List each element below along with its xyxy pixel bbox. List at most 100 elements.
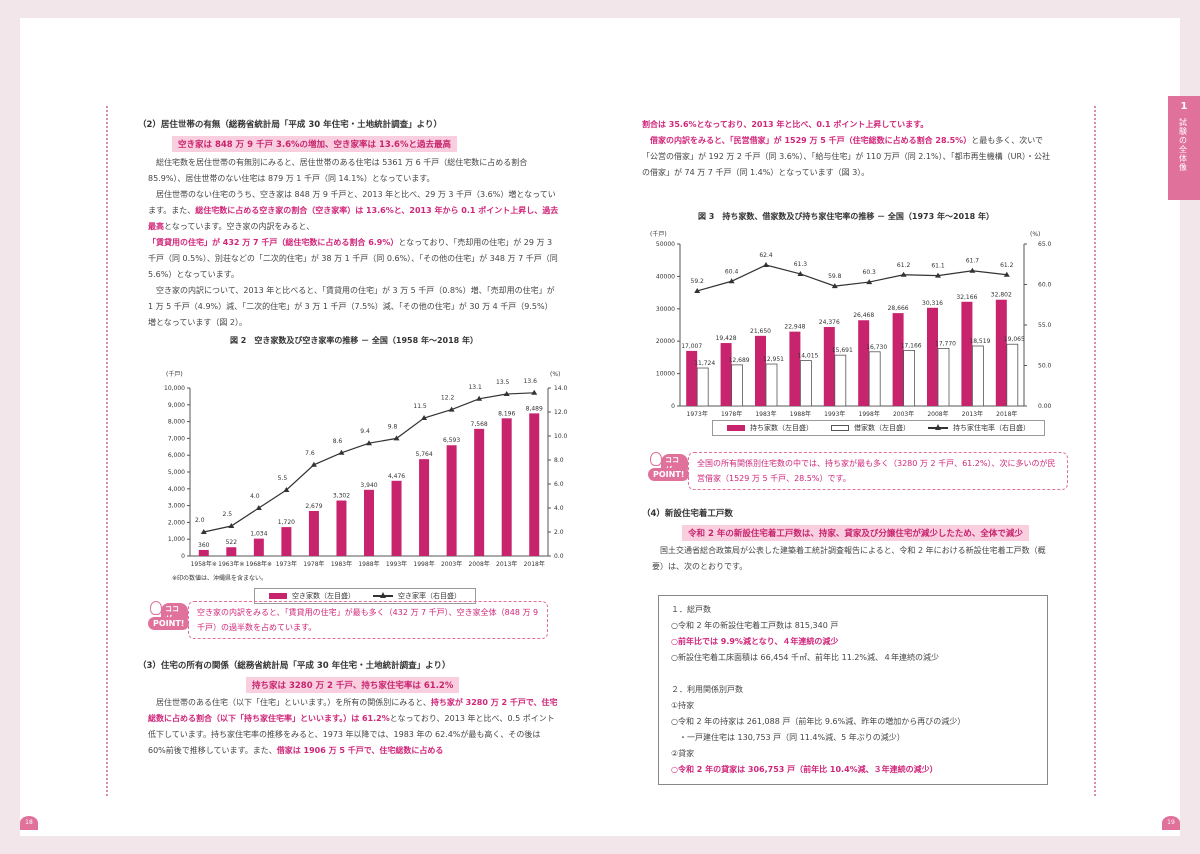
bar-owned xyxy=(961,301,973,406)
y-right-tick-label: 50.0 xyxy=(1038,363,1052,370)
bar-owned-label: 24,376 xyxy=(819,319,840,326)
text-segment: 国土交通省総合政策局が公表した建築着工統計調査報告によると、令和 2 年における… xyxy=(652,546,1046,571)
chapter-tab-label: 試験の全体像 xyxy=(1179,118,1187,172)
bar-owned-label: 21,650 xyxy=(750,328,771,335)
point-callout-1: ココが POINT! 空き家の内訳をみると、「賃貸用の住宅」が最も多く（432 … xyxy=(148,601,568,639)
x-tick-label: 1968年※ xyxy=(246,560,272,568)
right-page: 1 試験の全体像 割合は 35.6%となっており、2013 年と比べ、0.1 ポ… xyxy=(600,18,1200,836)
rate-value-label: 62.4 xyxy=(759,252,773,259)
y-left-unit: (千戸) xyxy=(166,370,183,378)
bar-owned-label: 30,316 xyxy=(922,300,943,307)
fig3-title: 図 3 持ち家数、借家数及び持ち家住宅率の推移 － 全国（1973 年～2018… xyxy=(698,212,995,221)
bar-rented-label: 11,724 xyxy=(694,360,715,367)
bar-value-label: 360 xyxy=(198,542,210,549)
point-icon-bottom-label: POINT! xyxy=(148,617,190,630)
bar-rented-label: 12,951 xyxy=(763,356,784,363)
y-right-unit: (%) xyxy=(550,371,560,378)
rate-value-label: 4.0 xyxy=(250,493,260,500)
bar-vacant-count xyxy=(198,549,209,556)
bar-rented xyxy=(971,345,984,407)
bar-value-label: 5,764 xyxy=(415,451,432,458)
x-tick-label: 1973年 xyxy=(687,410,708,418)
rate-value-label: 61.1 xyxy=(931,263,945,270)
bar-rented xyxy=(731,364,743,407)
y-right-unit: (%) xyxy=(1030,231,1040,238)
text-segment: 割合は 35.6%となっており、2013 年と比べ、0.1 ポイント上昇していま… xyxy=(642,120,929,129)
bar-owned xyxy=(755,335,766,406)
rate-value-label: 9.4 xyxy=(360,428,370,435)
y-right-tick-label: 60.0 xyxy=(1038,282,1052,289)
left-dotted-margin xyxy=(106,106,108,796)
left-page: （2）居住世帯の有無（総務省統計局「平成 30 年住宅・土地統計調査」より） 空… xyxy=(20,18,600,836)
y-left-tick-label: 9,000 xyxy=(168,402,185,409)
bar-rented-label: 16,730 xyxy=(866,344,887,351)
x-tick-label: 1963年※ xyxy=(218,560,244,568)
summary-line: ②貸家 xyxy=(671,749,695,758)
x-tick-label: 1998年 xyxy=(413,560,434,568)
rate-value-label: 5.5 xyxy=(278,475,288,482)
bar-rented xyxy=(765,363,778,407)
legend-swatch-rented xyxy=(831,425,849,431)
legend-swatch-bar xyxy=(269,593,287,599)
fig3-legend: 持ち家数（左目盛） 借家数（左目盛） 持ち家住宅率（右目盛） xyxy=(712,420,1045,436)
text-segment: 借家は 1906 万 5 千戸で、住宅総数に占める xyxy=(276,746,444,755)
line-ownership-rate xyxy=(697,264,1007,292)
x-tick-label: 1983年 xyxy=(331,560,352,568)
bar-rented-label: 17,166 xyxy=(901,342,922,349)
rate-marker xyxy=(531,389,538,395)
y-left-tick-label: 10000 xyxy=(656,371,675,378)
bar-owned xyxy=(858,320,870,406)
bar-rented-label: 12,689 xyxy=(729,357,750,364)
y-left-tick-label: 0 xyxy=(671,403,675,410)
bar-owned-label: 26,468 xyxy=(853,312,874,319)
bar-vacant-count xyxy=(364,489,374,556)
bar-owned xyxy=(686,350,698,406)
bar-owned-label: 19,428 xyxy=(716,335,737,342)
summary-line: ○前年比では 9.9%減となり、４年連続の減少 xyxy=(671,637,839,646)
text-segment: 空き家の内訳について、2013 年と比べると、「賃貸用の住宅」が 3 万 5 千… xyxy=(148,286,555,327)
rate-value-label: 60.3 xyxy=(863,269,877,276)
rate-marker xyxy=(797,270,804,276)
x-tick-label: 1978年 xyxy=(721,410,742,418)
y-left-tick-label: 20000 xyxy=(656,338,675,345)
summary-line: ○新設住宅着工床面積は 66,454 千㎡、前年比 11.2%減、４年連続の減少 xyxy=(671,653,940,662)
point-text-1: 空き家の内訳をみると、「賃貸用の住宅」が最も多く（432 万 7 千戸）、空き家… xyxy=(188,601,548,639)
bar-owned-label: 22,948 xyxy=(784,324,805,331)
fig2-title: 図 2 空き家数及び空き家率の推移 － 全国（1958 年～2018 年） xyxy=(230,336,479,345)
vacant-houses-chart: (千戸) (%) 0 1,000 2,000 3,000 4,000 5,000 6,000 7,… xyxy=(164,370,568,568)
x-tick-label: 2018年 xyxy=(524,560,545,568)
x-tick-label: 1978年 xyxy=(303,560,324,568)
bar-rented xyxy=(937,348,950,407)
rate-marker xyxy=(503,391,510,396)
rate-marker xyxy=(969,267,976,273)
y-left-tick-label: 5,000 xyxy=(168,469,185,476)
y-left-unit: (千戸) xyxy=(650,230,667,238)
rate-marker xyxy=(1003,271,1010,277)
rate-value-label: 2.5 xyxy=(223,511,233,518)
y-left-tick-label: 8,000 xyxy=(168,419,185,426)
bar-owned xyxy=(995,299,1007,406)
bar-value-label: 8,196 xyxy=(498,410,515,417)
y-left-tick-label: 3,000 xyxy=(168,503,185,510)
bar-owned-label: 32,166 xyxy=(956,294,977,301)
bar-value-label: 4,476 xyxy=(388,473,405,480)
rate-value-label: 11.5 xyxy=(413,403,427,410)
rate-value-label: 13.5 xyxy=(496,379,510,386)
chapter-tab: 1 試験の全体像 xyxy=(1168,96,1200,200)
y-right-tick-label: 55.0 xyxy=(1038,322,1052,329)
summary-line: １．総戸数 xyxy=(671,605,711,614)
rate-value-label: 13.6 xyxy=(524,378,538,385)
bar-vacant-count xyxy=(529,413,540,556)
bar-value-label: 522 xyxy=(226,539,238,546)
section-heading-newhousing: （4）新設住宅着工戸数 xyxy=(642,509,733,519)
legend-swatch-rate xyxy=(928,424,948,430)
rate-marker xyxy=(310,461,317,467)
x-tick-label: 2003年 xyxy=(893,410,914,418)
x-tick-label: 2013年 xyxy=(496,560,517,568)
rate-marker xyxy=(763,262,769,268)
rate-value-label: 61.3 xyxy=(794,261,808,268)
bar-owned-label: 32,802 xyxy=(991,292,1012,299)
text-segment: 居住世帯のない住宅のうち、空き家は 848 万 9 千戸と、2013 年と比べ、… xyxy=(148,190,556,215)
x-tick-label: 2003年 xyxy=(441,560,462,568)
bar-rented xyxy=(834,354,847,407)
